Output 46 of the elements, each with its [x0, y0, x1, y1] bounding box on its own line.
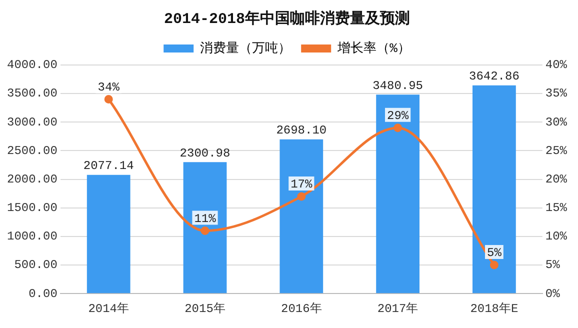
data-label: 3480.95: [372, 78, 424, 93]
y-tick-label: 0.00: [28, 286, 58, 301]
point: [200, 226, 210, 235]
data-label: 11%: [194, 212, 217, 226]
x-tick-label: 2015年: [184, 302, 226, 316]
point: [490, 260, 498, 270]
data-label: 29%: [386, 109, 410, 124]
point: [394, 124, 402, 132]
x-tick-label: 2014年: [88, 302, 130, 316]
point: [104, 95, 113, 104]
data-label: 3642.86: [468, 70, 520, 84]
y2-tick-label: 10%: [545, 230, 568, 244]
bar: [86, 174, 130, 294]
legend-label: 增长率（%）: [336, 40, 410, 56]
x-tick-label: 2018年E: [470, 302, 518, 316]
y-tick-label: 2500.00: [6, 144, 58, 158]
data-label: 17%: [290, 178, 313, 192]
y-tick-label: 500.00: [14, 258, 58, 272]
data-label: 2077.14: [83, 159, 134, 174]
y2-tick-label: 5%: [545, 258, 561, 272]
point: [297, 192, 306, 201]
y2-tick-label: 30%: [545, 115, 568, 130]
y2-tick-label: 15%: [545, 201, 568, 216]
y-tick-label: 2000.00: [6, 172, 58, 186]
data-label: 2300.98: [180, 146, 230, 160]
x-tick-label: 2016年: [280, 302, 322, 316]
y2-tick-label: 40%: [545, 58, 568, 72]
legend-label: 消费量（万吨）: [200, 40, 292, 56]
y-tick-label: 3500.00: [6, 86, 58, 101]
bar: [280, 139, 324, 294]
bar: [376, 94, 420, 294]
x-tick-label: 2017年: [377, 302, 418, 316]
y-tick-label: 1000.00: [6, 230, 58, 244]
data-label: 34%: [98, 80, 120, 94]
data-label: 2698.10: [276, 124, 327, 138]
bar: [183, 162, 227, 294]
y2-tick-label: 25%: [545, 144, 568, 158]
bar: [472, 85, 516, 294]
y-tick-label: 4000.00: [6, 58, 58, 72]
y-tick-label: 1500.00: [6, 201, 58, 216]
y2-tick-label: 20%: [545, 172, 568, 186]
data-label: 5%: [486, 246, 502, 260]
y2-tick-label: 0%: [545, 286, 561, 301]
y-tick-label: 3000.00: [6, 115, 58, 130]
chart-title: 2014-2018年中国咖啡消费量及预测: [164, 10, 410, 28]
y2-tick-label: 35%: [545, 86, 568, 101]
